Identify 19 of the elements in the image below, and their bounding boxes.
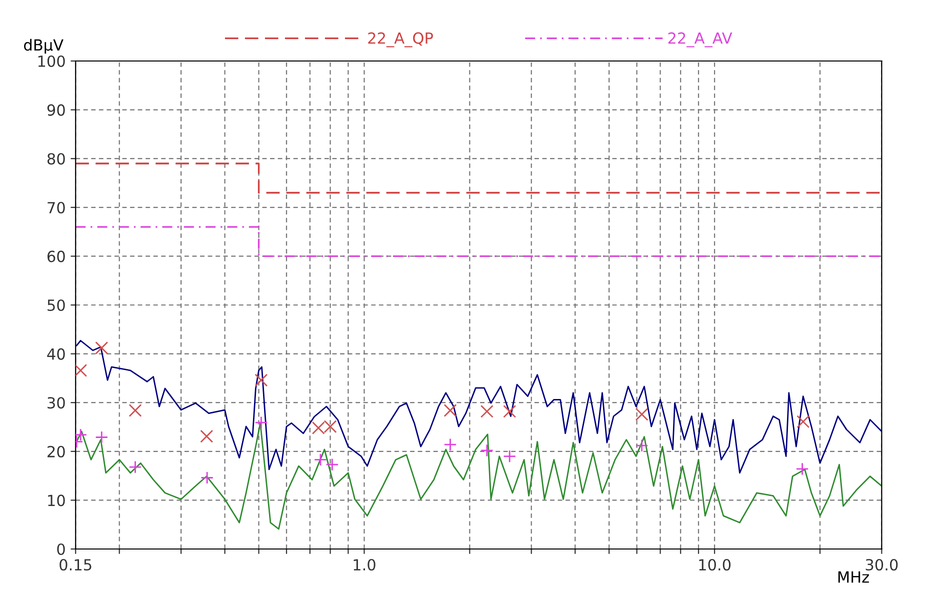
text: 22_A_AV [668, 32, 732, 48]
x-tick-label: 1.0 [354, 558, 376, 571]
y-tick-label: 10 [48, 494, 65, 506]
y-tick-label: 80 [47, 153, 65, 165]
y-axis-title: dBµV [24, 38, 64, 54]
y-tick-label: 40 [47, 348, 65, 360]
x-tick-label: 30.0 [866, 558, 898, 571]
y-tick-label: 20 [48, 446, 65, 458]
y-tick-label: 30 [48, 397, 65, 409]
text: 22_A_QP [368, 32, 433, 48]
x-axis-title: MHz [838, 571, 869, 583]
y-tick-label: 70 [48, 202, 65, 214]
x-tick-label: 0.15 [60, 558, 92, 571]
y-tick-label: 100 [38, 55, 65, 68]
y-tick-label: 50 [48, 299, 65, 312]
y-tick-label: 90 [47, 104, 65, 116]
y-tick-label: 0 [57, 543, 65, 556]
x-tick-label: 10.0 [699, 558, 731, 571]
y-tick-label: 60 [48, 250, 65, 262]
